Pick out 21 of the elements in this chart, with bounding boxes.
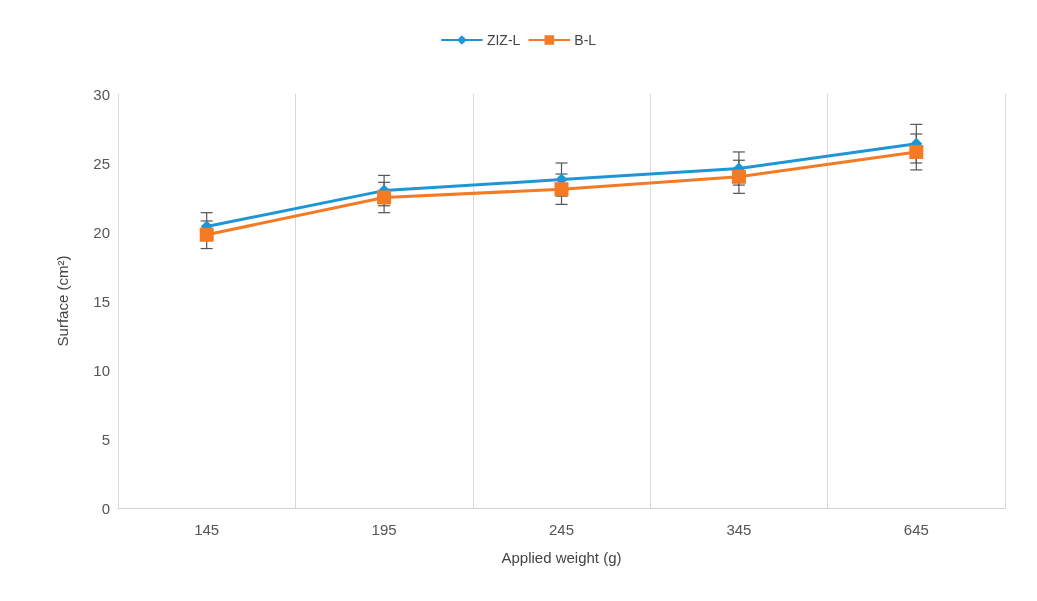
x-axis-title: Applied weight (g) <box>501 549 622 566</box>
legend-label: ZIZ-L <box>486 32 521 48</box>
y-tick-label: 30 <box>93 85 110 103</box>
x-tick-label: 245 <box>548 521 575 538</box>
y-tick-label: 10 <box>93 361 110 379</box>
point <box>199 227 214 242</box>
legend-label: B-L <box>574 32 597 48</box>
y-tick-label: 5 <box>101 430 110 448</box>
point <box>554 182 569 197</box>
y-axis-title: Surface (cm²) <box>54 255 71 347</box>
point <box>731 169 746 184</box>
y-tick-label: 15 <box>93 292 110 310</box>
x-tick-label: 195 <box>371 521 397 538</box>
y-tick-label: 20 <box>93 223 110 241</box>
x-tick-label: 645 <box>903 521 929 538</box>
x-tick-label: 145 <box>194 521 220 538</box>
y-tick-label: 25 <box>93 154 110 172</box>
x-tick-label: 345 <box>726 521 752 538</box>
y-tick-label: 0 <box>101 499 110 517</box>
point <box>909 144 924 159</box>
point <box>377 190 392 205</box>
